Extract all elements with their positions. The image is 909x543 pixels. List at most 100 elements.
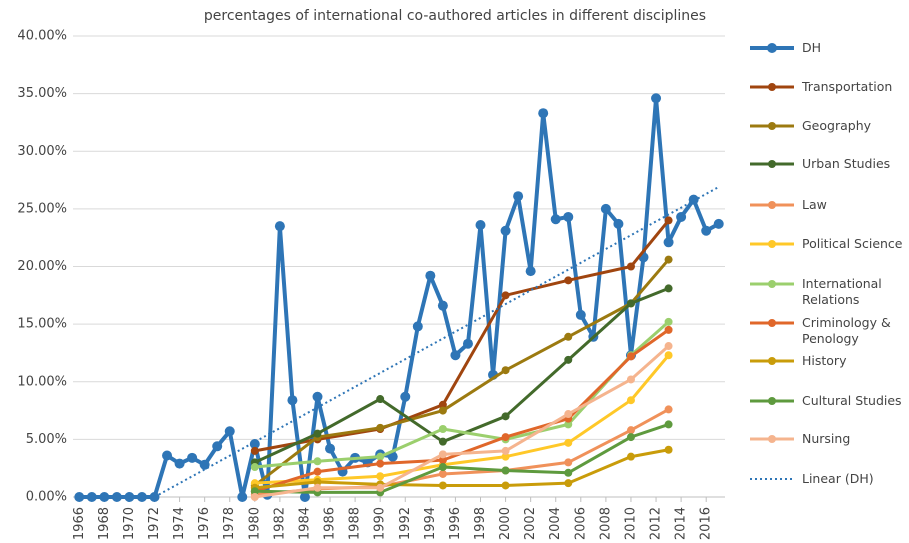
data-point (664, 317, 673, 326)
series-line (254, 219, 670, 453)
legend-swatch (750, 478, 794, 480)
legend-marker (768, 319, 776, 327)
data-point (250, 487, 259, 496)
series-line (254, 354, 670, 485)
y-tick-label: 5.00% (26, 432, 67, 447)
data-point (312, 391, 323, 402)
data-point (287, 395, 298, 406)
data-point (563, 211, 574, 222)
x-tick-label: 2016 (699, 507, 714, 540)
data-point (438, 450, 447, 459)
series-line (254, 287, 670, 464)
data-point (376, 483, 385, 492)
data-point (564, 458, 573, 467)
x-tick-label: 1990 (373, 507, 388, 540)
legend-label: Transportation (802, 79, 893, 94)
data-point (626, 299, 635, 308)
x-tick-label: 1988 (348, 507, 363, 540)
data-point (376, 472, 385, 481)
legend-item: Criminology & Penology (748, 315, 906, 347)
legend-swatch (750, 280, 794, 288)
data-point (626, 375, 635, 384)
legend-label: Urban Studies (802, 156, 891, 171)
legend-swatch (750, 357, 794, 365)
legend-label: International Relations (802, 276, 882, 307)
data-point (626, 396, 635, 405)
legend-label: DH (802, 40, 822, 55)
chart-title: percentages of international co-authored… (204, 8, 706, 24)
data-point (626, 452, 635, 461)
data-point (664, 445, 673, 454)
legend-label: Political Science (802, 236, 903, 251)
data-point (250, 463, 259, 472)
legend-marker (768, 83, 776, 91)
legend-swatch (750, 83, 794, 91)
data-point (664, 342, 673, 351)
data-point (387, 451, 398, 462)
data-point (438, 463, 447, 472)
legend-swatch (750, 319, 794, 327)
x-tick-label: 1978 (222, 507, 237, 540)
legend-swatch (750, 240, 794, 248)
y-tick-label: 15.00% (17, 317, 67, 332)
data-point (438, 437, 447, 446)
legend-swatch (750, 201, 794, 209)
data-point (313, 483, 322, 492)
legend-swatch (750, 397, 794, 405)
data-point (600, 203, 611, 214)
data-point (501, 366, 510, 375)
y-tick-label: 0.00% (26, 490, 67, 505)
series-line (79, 96, 720, 499)
data-point (400, 391, 411, 402)
legend-marker (767, 43, 777, 53)
x-tick-label: 2002 (523, 507, 538, 540)
data-point (174, 458, 185, 469)
data-point (376, 395, 385, 404)
legend-label: History (802, 353, 847, 368)
data-point (676, 211, 687, 222)
legend-swatch (750, 160, 794, 168)
data-point (438, 425, 447, 434)
series-line (254, 448, 669, 490)
legend-item: Law (748, 197, 906, 213)
data-point (86, 492, 97, 502)
data-point (224, 426, 235, 437)
series-line (253, 258, 670, 487)
y-tick-label: 10.00% (17, 374, 67, 389)
data-point (313, 478, 322, 487)
y-tick-label: 30.00% (17, 144, 67, 159)
legend-item: Transportation (748, 79, 906, 95)
x-tick-label: 2012 (649, 507, 664, 540)
x-tick-label: 2000 (498, 507, 513, 540)
data-point (250, 446, 259, 455)
data-point (664, 420, 673, 429)
x-tick-label: 1976 (197, 507, 212, 540)
data-point (313, 467, 322, 476)
data-point (412, 321, 423, 332)
data-point (299, 492, 310, 502)
x-tick-label: 1980 (247, 507, 262, 540)
x-tick-label: 1984 (297, 507, 312, 540)
legend-label: Law (802, 197, 827, 212)
legend-label: Geography (802, 118, 872, 133)
data-point (564, 410, 573, 419)
x-tick-label: 1974 (172, 507, 187, 540)
data-point (701, 225, 712, 236)
x-tick-label: 1996 (448, 507, 463, 540)
legend-label: Cultural Studies (802, 393, 902, 408)
series-line (154, 186, 720, 498)
data-point (501, 466, 510, 475)
data-point (475, 220, 486, 231)
data-point (564, 479, 573, 488)
legend-item: Urban Studies (748, 156, 906, 172)
data-point (525, 266, 536, 277)
legend-swatch (750, 122, 794, 130)
x-tick-label: 2010 (623, 507, 638, 540)
data-point (626, 352, 635, 361)
x-tick-label: 1992 (398, 507, 413, 540)
data-point (550, 214, 561, 225)
data-point (664, 405, 673, 414)
data-point (500, 225, 511, 236)
